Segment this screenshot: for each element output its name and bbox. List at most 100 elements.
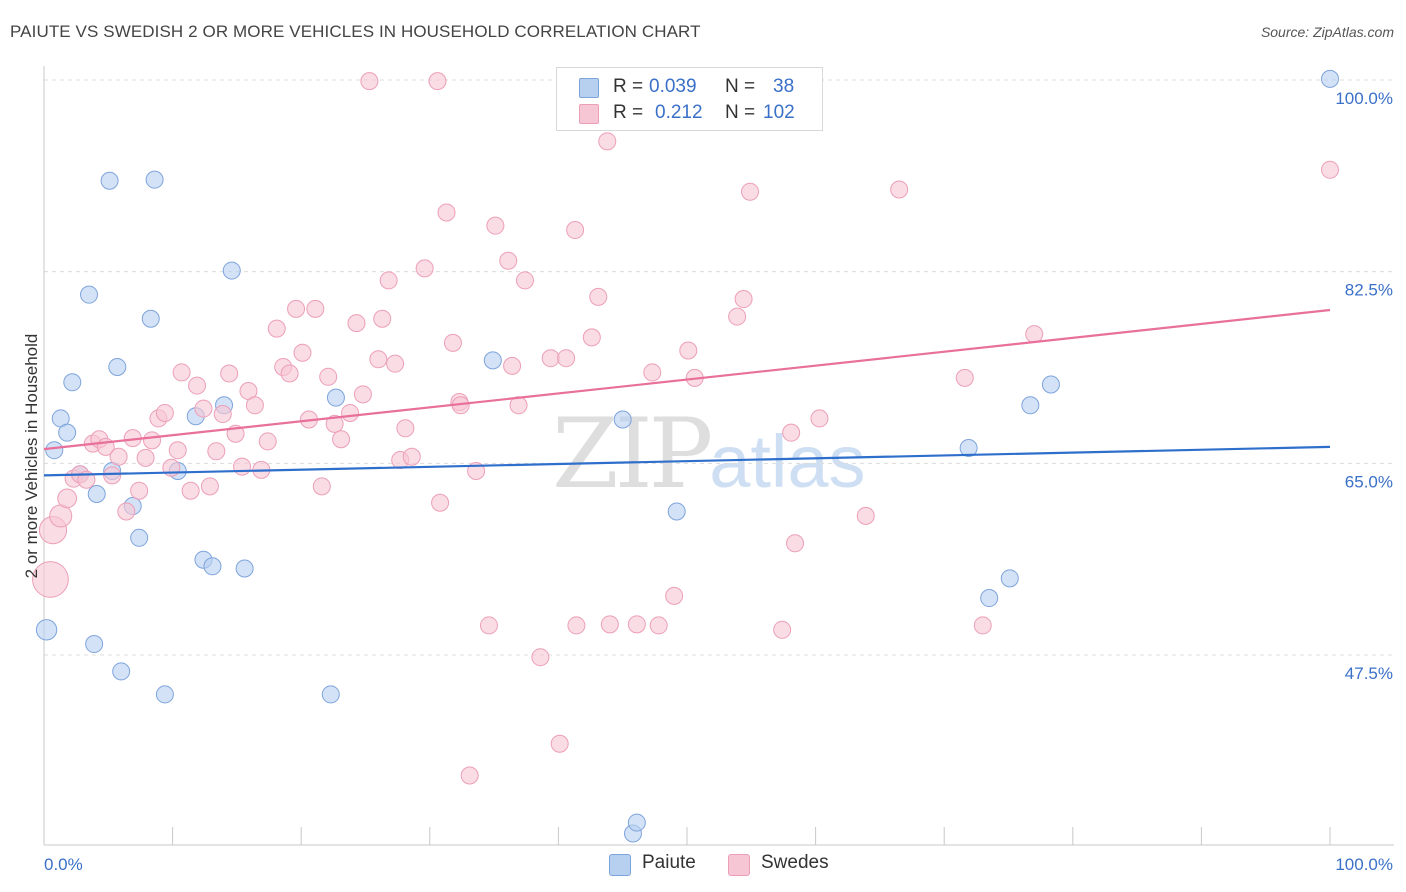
swedes-point (293, 343, 312, 362)
source-label: Source: ZipAtlas.com (1260, 24, 1394, 40)
swedes-point (181, 481, 200, 500)
swedes-point (103, 466, 122, 485)
swedes-point (213, 405, 232, 424)
swedes-point (379, 271, 398, 290)
legend-r-label: R = (613, 76, 644, 97)
paiute-point (1021, 396, 1040, 415)
paiute-point (222, 261, 241, 280)
swedes-point (49, 504, 73, 528)
swedes-swatch (579, 104, 599, 124)
swedes-point (782, 423, 801, 442)
swedes-point (649, 616, 668, 635)
paiute-point (321, 685, 340, 704)
swedes-point (499, 251, 518, 270)
swedes-point (325, 414, 344, 433)
watermark-zip: ZIP (552, 398, 713, 510)
swedes-point (312, 477, 331, 496)
tick-label-layer: 47.5% 65.0% 82.5% 100.0% 0.0% 100.0% (44, 89, 1393, 874)
legend-n-value: 38 (773, 76, 795, 97)
swedes-point (786, 534, 805, 553)
paiute-point (326, 388, 345, 407)
y-axis-label: 2 or more Vehicles in Household (22, 333, 41, 579)
swedes-point (728, 307, 747, 326)
swedes-point (973, 616, 992, 635)
swedes-point (566, 221, 585, 240)
swedes-point (347, 314, 366, 333)
swedes-point (665, 586, 684, 605)
swedes-legend-swatch (728, 854, 750, 876)
swedes-point (582, 328, 601, 347)
swedes-point (557, 349, 576, 368)
swedes-point (194, 399, 213, 418)
swedes-legend-label: Swedes (761, 852, 829, 873)
legend-n-value: 102 (763, 102, 795, 123)
paiute-point (63, 373, 82, 392)
swedes-point (130, 481, 149, 500)
y-tick-label: 100.0% (1335, 89, 1393, 108)
swedes-point (57, 488, 77, 509)
paiute-point (155, 685, 174, 704)
swedes-point (515, 271, 534, 290)
swedes-point (245, 396, 264, 415)
x-tick-label: 0.0% (44, 855, 83, 874)
paiute-point (130, 528, 149, 547)
swedes-point (280, 364, 299, 383)
paiute-swatch (579, 78, 599, 98)
swedes-point (486, 216, 505, 235)
paiute-point (45, 441, 64, 460)
paiute-point (100, 171, 119, 190)
swedes-point (443, 333, 462, 352)
paiute-point (959, 439, 978, 457)
watermark: ZIPatlas (552, 398, 866, 510)
swedes-point (531, 648, 550, 667)
swedes-point (155, 403, 174, 422)
swedes-point (168, 441, 187, 460)
paiute-point (145, 170, 164, 189)
swedes-point (258, 432, 277, 451)
swedes-point (598, 132, 617, 151)
swedes-point (550, 734, 569, 753)
paiute-point (35, 619, 58, 641)
swedes-point (437, 203, 456, 222)
swedes-point (32, 561, 69, 598)
legend-n-label: N = (725, 76, 756, 97)
swedes-point (306, 299, 325, 318)
paiute-point (1041, 375, 1060, 394)
legend-r-label: R = (613, 102, 644, 123)
swedes-point (207, 442, 226, 461)
swedes-point (503, 356, 522, 375)
swedes-point (172, 363, 191, 382)
paiute-point (85, 635, 104, 654)
y-tick-label: 47.5% (1345, 664, 1393, 683)
paiute-point (87, 485, 106, 503)
swedes-point (679, 341, 698, 360)
swedes-point (567, 616, 586, 635)
swedes-point (734, 290, 753, 309)
swedes-trendline (43, 308, 1331, 451)
trend-layer (43, 308, 1331, 477)
swedes-point (589, 287, 608, 306)
paiute-point (112, 662, 131, 681)
y-tick-label: 65.0% (1345, 472, 1393, 491)
correlation-legend: R = 0.039 N = 38 R = 0.212 N = 102 (556, 67, 823, 131)
x-tick-label: 100.0% (1335, 855, 1393, 874)
swedes-point (955, 368, 974, 387)
swedes-point (627, 615, 646, 634)
swedes-point (1025, 325, 1044, 344)
swedes-point (600, 615, 619, 634)
paiute-legend-label: Paiute (642, 852, 696, 873)
paiute-point (235, 559, 254, 578)
swedes-point (287, 299, 306, 318)
swedes-point (267, 319, 286, 338)
paiute-point (1000, 569, 1019, 588)
swedes-point (341, 403, 360, 422)
swedes-point (143, 431, 162, 450)
swedes-point (396, 419, 415, 438)
paiute-point (613, 410, 632, 429)
paiute-point (80, 285, 99, 304)
swedes-point (890, 180, 909, 199)
swedes-point (233, 457, 252, 476)
paiute-point (108, 357, 127, 376)
swedes-point (353, 385, 372, 404)
